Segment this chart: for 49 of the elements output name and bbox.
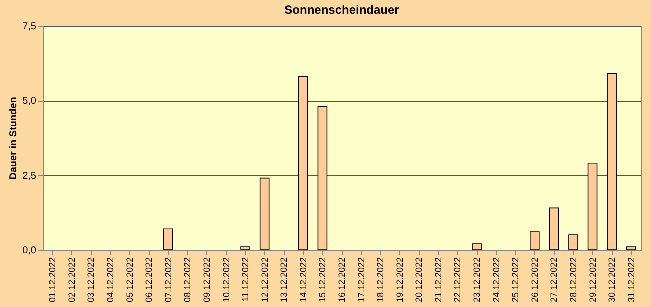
x-tick-label: 17.12.2022: [356, 258, 366, 303]
bar: [607, 73, 617, 250]
x-tick-label: 26.12.2022: [530, 258, 540, 303]
bar: [549, 208, 560, 250]
x-tick-label: 19.12.2022: [394, 258, 405, 303]
x-tick-label: 27.12.2022: [549, 258, 560, 303]
x-tick-label: 23.12.2022: [472, 258, 482, 303]
x-tick-label: 04.12.2022: [106, 258, 116, 303]
bar: [568, 234, 578, 250]
y-tick-label: 7,5: [22, 22, 37, 32]
bar: [588, 162, 598, 250]
x-tick-label: 30.12.2022: [607, 258, 618, 303]
x-tick-label: 28.12.2022: [568, 258, 578, 303]
x-tick-label: 09.12.2022: [202, 258, 212, 303]
x-tick-label: 11.12.2022: [240, 258, 251, 302]
x-tick-label: 15.12.2022: [318, 258, 328, 303]
x-tick-label: 29.12.2022: [588, 258, 598, 303]
x-tick-label: 05.12.2022: [124, 258, 135, 303]
bar: [626, 246, 636, 250]
x-tick-label: 12.12.2022: [260, 258, 270, 303]
x-tick-label: 14.12.2022: [298, 258, 308, 303]
y-tick-label: 5,0: [22, 96, 37, 108]
x-tick-label: 07.12.2022: [163, 258, 174, 303]
bar: [240, 246, 250, 250]
x-tick-label: 25.12.2022: [510, 258, 521, 303]
bar: [530, 232, 540, 250]
x-tick-label: 16.12.2022: [337, 258, 347, 303]
x-tick-label: 01.12.2022: [48, 258, 58, 303]
x-tick-label: 10.12.2022: [221, 258, 232, 303]
x-tick-label: 03.12.2022: [86, 258, 96, 303]
x-tick-label: 22.12.2022: [452, 258, 463, 303]
bar: [472, 244, 482, 250]
y-tick-label: 2,5: [22, 170, 37, 182]
chart-title: Sonnenscheindauer: [284, 3, 400, 17]
x-tick-label: 24.12.2022: [491, 258, 502, 303]
x-tick-label: 08.12.2022: [182, 258, 193, 303]
bar: [260, 178, 270, 250]
y-tick-label: 0,0: [22, 246, 37, 256]
x-tick-label: 06.12.2022: [144, 258, 154, 303]
x-tick-label: 18.12.2022: [376, 258, 386, 303]
x-tick-label: 13.12.2022: [279, 258, 290, 303]
bar: [318, 106, 328, 250]
bar: [298, 76, 308, 250]
x-tick-label: 20.12.2022: [414, 258, 424, 303]
x-tick-label: 31.12.2022: [626, 258, 636, 303]
y-axis-title: Dauer in Stunden: [8, 97, 20, 180]
x-tick-label: 02.12.2022: [66, 258, 77, 303]
x-tick-label: 21.12.2022: [433, 258, 444, 303]
bar: [163, 228, 174, 250]
